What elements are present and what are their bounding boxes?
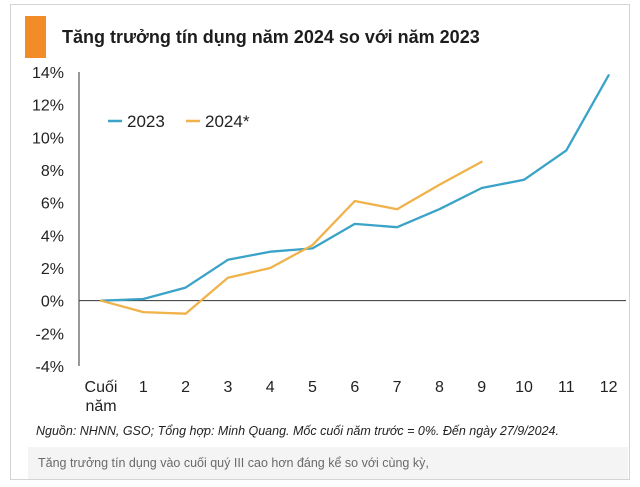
x-tick-label: 11: [558, 379, 575, 396]
y-tick-label: 14%: [32, 65, 64, 82]
figure-caption: Tăng trưởng tín dụng vào cuối quý III ca…: [38, 456, 429, 470]
x-tick-label: Cuối năm: [85, 379, 118, 415]
series-line-2023: [99, 74, 610, 302]
y-tick-label: -2%: [36, 326, 64, 343]
x-tick-label: 12: [600, 379, 618, 396]
x-tick-label: 5: [308, 379, 317, 396]
chart-axes: [78, 72, 626, 366]
article-figure-frame: [10, 4, 630, 480]
x-tick-label: 9: [477, 379, 486, 396]
y-tick-label: 8%: [41, 163, 64, 180]
y-tick-label: 4%: [41, 228, 64, 245]
x-tick-label: 7: [393, 379, 402, 396]
y-tick-label: 2%: [41, 261, 64, 278]
x-tick-label: 10: [515, 379, 533, 396]
title-accent-bar: [25, 16, 46, 58]
y-tick-label: 10%: [32, 130, 64, 147]
x-tick-label: 6: [350, 379, 359, 396]
y-tick-label: 6%: [41, 196, 64, 213]
x-tick-label: 3: [223, 379, 232, 396]
y-tick-label: 0%: [41, 294, 64, 311]
y-tick-label: -4%: [36, 359, 64, 376]
chart-legend: 2023 2024*: [108, 112, 250, 131]
y-tick-label: 12%: [32, 98, 64, 115]
chart-title: Tăng trưởng tín dụng năm 2024 so với năm…: [62, 27, 480, 47]
x-tick-label: 8: [435, 379, 444, 396]
x-tick-label: 2: [181, 379, 190, 396]
x-tick-label: 4: [266, 379, 275, 396]
legend-label: 2023: [127, 112, 165, 131]
caption-box: [28, 447, 628, 479]
series-line-2024: [99, 160, 483, 315]
y-axis-tick-labels: 14% 12% 10% 8% 6% 4% 2% 0% -2% -4%: [32, 65, 64, 376]
x-tick-label: 1: [139, 379, 148, 396]
legend-label: 2024*: [205, 112, 250, 131]
series-lines: [99, 74, 610, 315]
source-note: Nguồn: NHNN, GSO; Tổng hợp: Minh Quang. …: [36, 424, 559, 438]
